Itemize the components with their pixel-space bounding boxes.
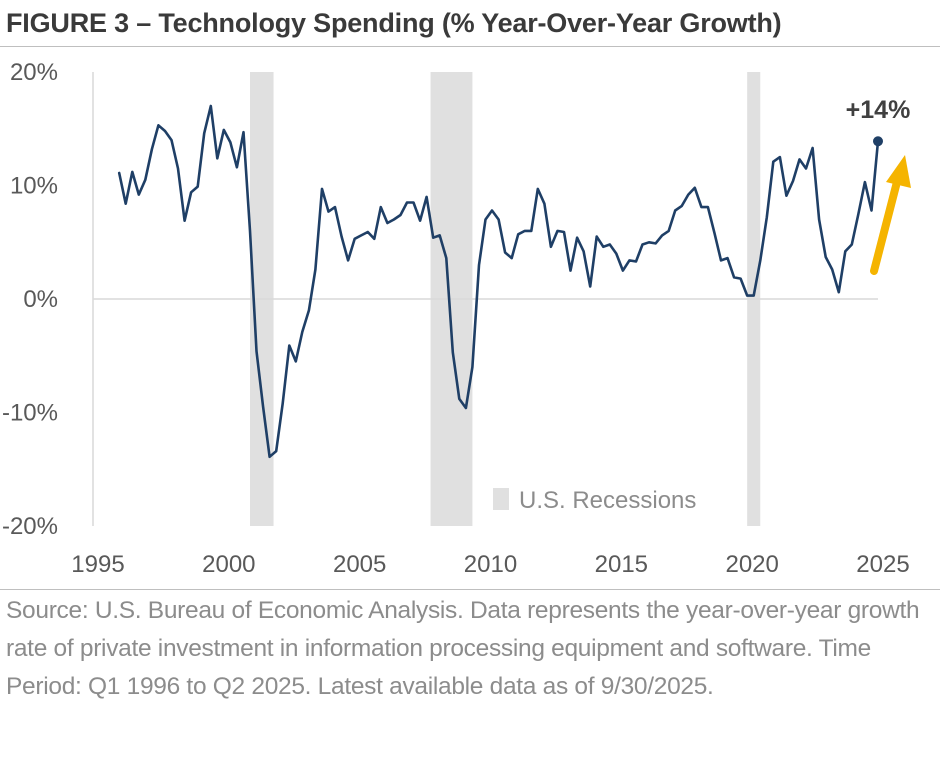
x-tick-label: 2015 bbox=[595, 551, 648, 578]
x-tick-label: 2010 bbox=[464, 551, 517, 578]
technology-spending-chart: 20% 10% 0% -10% -20% 1995 2000 2005 2010 2015 202… bbox=[2, 59, 911, 578]
y-tick-label: 10% bbox=[10, 173, 58, 200]
legend-swatch-recessions bbox=[493, 488, 509, 510]
y-tick-label: 0% bbox=[23, 286, 58, 313]
latest-value-marker bbox=[873, 136, 883, 147]
chart-title: FIGURE 3 – Technology Spending (% Year-O… bbox=[6, 8, 782, 38]
title-divider bbox=[0, 46, 940, 47]
source-divider bbox=[0, 589, 940, 590]
growth-arrow-shaft bbox=[870, 174, 902, 275]
series-points bbox=[118, 105, 879, 458]
growth-arrow-head bbox=[886, 155, 911, 188]
x-axis-tick-labels: 1995 2000 2005 2010 2015 2020 2025 bbox=[71, 551, 909, 578]
x-tick-label: 2000 bbox=[202, 551, 255, 578]
y-axis-tick-labels: 20% 10% 0% -10% -20% bbox=[2, 59, 58, 540]
x-tick-label: 1995 bbox=[71, 551, 124, 578]
y-tick-label: -10% bbox=[2, 400, 58, 427]
y-tick-label: -20% bbox=[2, 513, 58, 540]
series-line-tech-spending bbox=[117, 104, 880, 459]
source-note: Source: U.S. Bureau of Economic Analysis… bbox=[6, 597, 920, 700]
chart-axes bbox=[92, 72, 878, 526]
legend-label-recessions: U.S. Recessions bbox=[519, 487, 696, 514]
y-tick-label: 20% bbox=[10, 59, 58, 86]
latest-value-callout: +14% bbox=[846, 96, 911, 124]
x-tick-label: 2005 bbox=[333, 551, 386, 578]
x-tick-label: 2025 bbox=[856, 551, 909, 578]
x-tick-label: 2020 bbox=[725, 551, 778, 578]
